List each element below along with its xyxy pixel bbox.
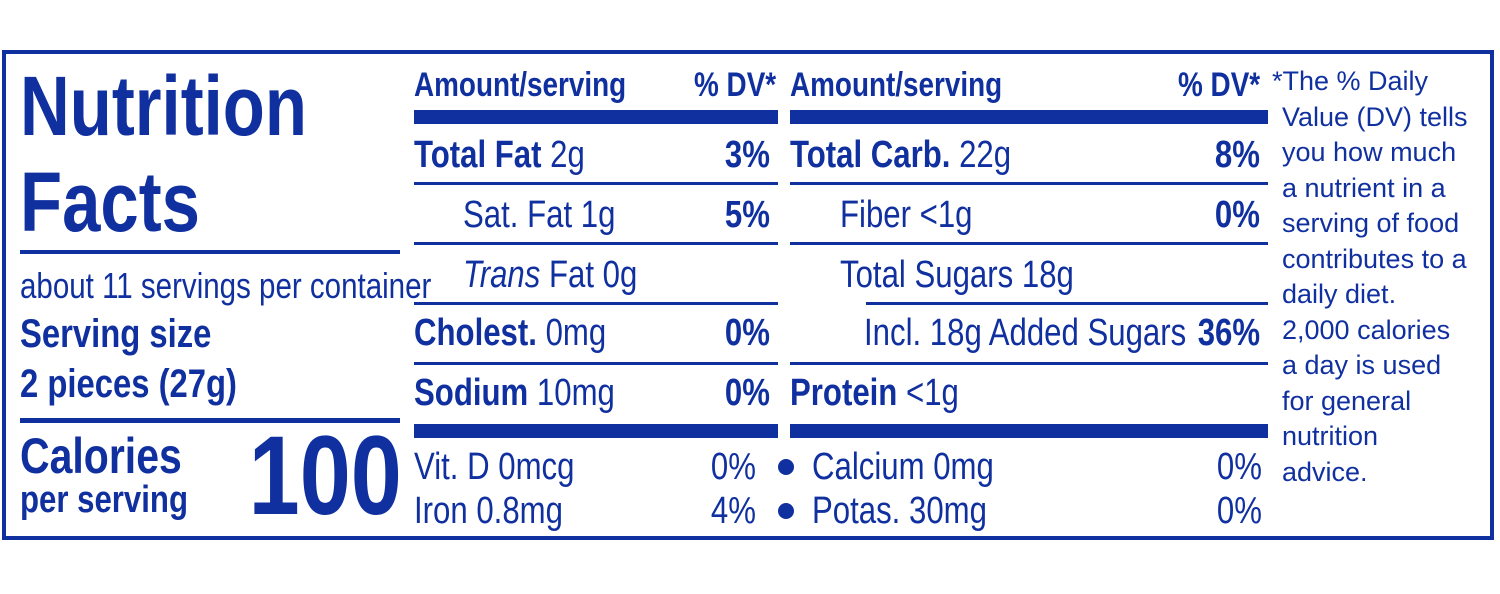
- servings-per-container: about 11 servings per container: [20, 265, 432, 306]
- added-sugars-row: Incl. 18g Added Sugars: [864, 312, 1187, 354]
- footnote: *The % Daily Value (DV) tells you how mu…: [1272, 64, 1496, 490]
- fiber-dv: 0%: [1214, 194, 1260, 236]
- footnote-line: a nutrient in a: [1282, 172, 1446, 203]
- sodium-row: Sodium 10mg: [414, 372, 615, 414]
- header-dv-left: % DV*: [693, 66, 776, 104]
- title-nutrition: Nutrition: [20, 59, 307, 153]
- total-carb-dv: 8%: [1214, 134, 1260, 176]
- footnote-line: daily diet.: [1282, 279, 1397, 309]
- header-dv-right: % DV*: [1177, 66, 1260, 104]
- divider: [414, 182, 778, 185]
- serving-size-value: 2 pieces (27g): [20, 362, 237, 406]
- footnote-line: serving of food: [1282, 208, 1460, 238]
- calories-label: Calories: [20, 428, 182, 484]
- total-carb-row: Total Carb. 22g: [790, 134, 1012, 176]
- divider: [790, 362, 1268, 365]
- total-fat-row: Total Fat 2g: [414, 134, 585, 176]
- divider-thick: [790, 110, 1268, 124]
- bullet-icon: [778, 459, 794, 475]
- protein-row: Protein <1g: [790, 372, 959, 414]
- vit-d-label: Vit. D 0mcg: [414, 446, 575, 488]
- divider: [866, 302, 1268, 305]
- calories-per-serving: per serving: [20, 479, 188, 521]
- footnote-line: a day is used: [1282, 350, 1442, 380]
- sat-fat-dv: 5%: [724, 194, 770, 236]
- sodium-dv: 0%: [724, 372, 770, 414]
- iron-label: Iron 0.8mg: [414, 490, 563, 532]
- added-sugars-dv: 36%: [1197, 312, 1260, 354]
- total-sugars-row: Total Sugars 18g: [840, 254, 1074, 296]
- footnote-line: you how much: [1282, 137, 1457, 167]
- header-amount-serving-left: Amount/serving: [414, 66, 627, 104]
- cholest-row: Cholest. 0mg: [414, 312, 607, 354]
- divider: [414, 302, 778, 305]
- footnote-line: for general: [1282, 385, 1412, 416]
- potassium-label: Potas. 30mg: [812, 490, 987, 532]
- sat-fat-row: Sat. Fat 1g: [463, 194, 616, 236]
- calories-value: 100: [248, 413, 402, 538]
- footnote-line: 2,000 calories: [1282, 314, 1451, 345]
- potassium-dv: 0%: [1216, 490, 1262, 532]
- divider: [790, 182, 1268, 185]
- divider-thick: [414, 424, 778, 438]
- footnote-line: advice.: [1282, 456, 1368, 487]
- serving-size-label: Serving size: [20, 312, 212, 356]
- cholest-dv: 0%: [724, 312, 770, 354]
- header-amount-serving-right: Amount/serving: [790, 66, 1003, 104]
- divider: [414, 242, 778, 245]
- total-fat-dv: 3%: [724, 134, 770, 176]
- vit-d-dv: 0%: [710, 446, 756, 488]
- divider-thick: [790, 424, 1268, 438]
- divider: [20, 250, 400, 254]
- iron-dv: 4%: [710, 490, 756, 532]
- divider: [790, 242, 1268, 245]
- title-facts: Facts: [20, 155, 200, 249]
- nutrition-facts-panel: [2, 50, 1494, 540]
- fiber-row: Fiber <1g: [840, 194, 973, 236]
- divider-thick: [414, 110, 778, 124]
- footnote-line: Value (DV) tells: [1282, 101, 1468, 132]
- calcium-label: Calcium 0mg: [812, 446, 994, 488]
- calcium-dv: 0%: [1216, 446, 1262, 488]
- bullet-icon: [778, 503, 794, 519]
- footnote-line: *The % Daily: [1272, 66, 1429, 96]
- footnote-line: contributes to a: [1282, 243, 1467, 274]
- trans-fat-row: Trans Fat 0g: [463, 254, 638, 296]
- footnote-line: nutrition: [1282, 421, 1379, 451]
- divider: [414, 362, 778, 365]
- divider-thick: [20, 418, 400, 423]
